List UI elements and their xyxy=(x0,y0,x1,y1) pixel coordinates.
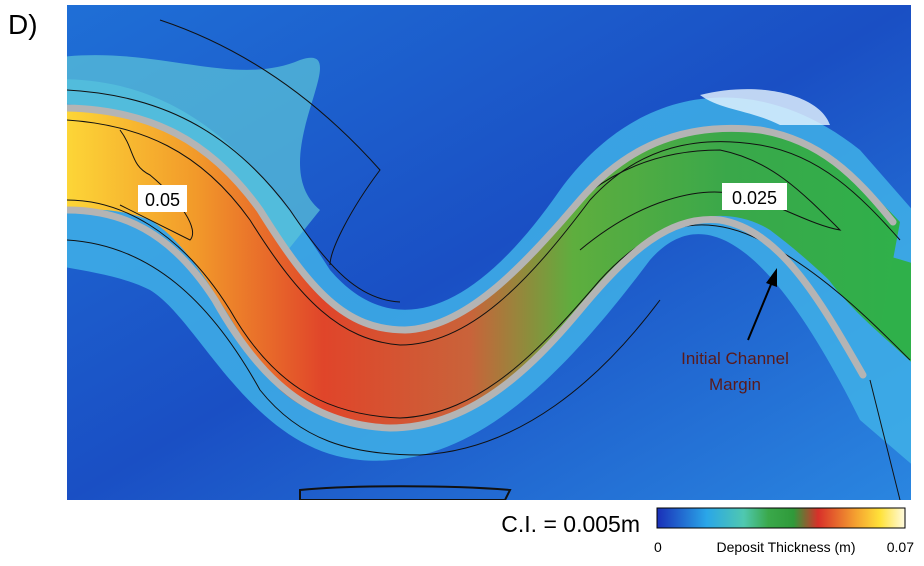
channel-margin xyxy=(67,104,897,432)
contour-label: 0.05 xyxy=(145,190,180,210)
colorbar-title: Deposit Thickness (m) xyxy=(716,539,855,555)
colorbar-max-label: 0.07 xyxy=(887,539,914,555)
contour-label-box xyxy=(138,185,187,212)
contour-label: 0.025 xyxy=(732,188,777,208)
colorbar xyxy=(656,507,906,529)
contour-label-box xyxy=(722,183,787,210)
annotation-text: Initial Channel xyxy=(681,349,789,368)
annotation-arrowhead xyxy=(766,268,777,287)
panel-label: D) xyxy=(8,9,38,40)
channel-deposit xyxy=(67,109,900,427)
annotation-arrow xyxy=(747,281,773,341)
overbank-deposit xyxy=(700,89,830,125)
colorbar-min-label: 0 xyxy=(654,539,662,555)
contour-interval: C.I. = 0.005m xyxy=(501,511,640,537)
annotation-text: Margin xyxy=(709,375,761,394)
map: 0.05 0.025 Initial Channel Margin xyxy=(67,5,911,500)
